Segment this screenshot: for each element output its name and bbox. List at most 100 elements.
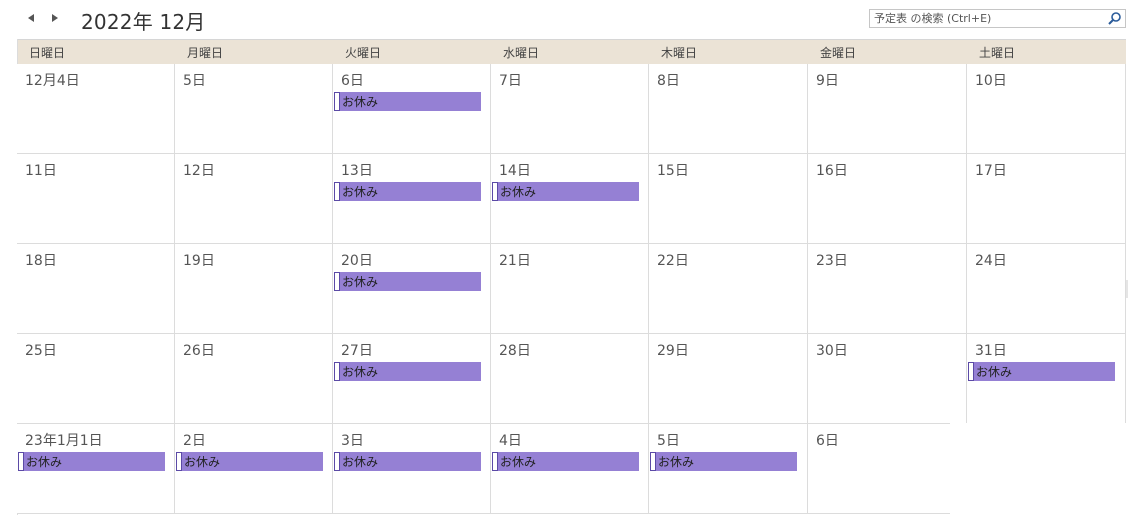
- weekday-label: 日曜日: [29, 46, 66, 60]
- calendar-day-cell[interactable]: 23日: [808, 244, 967, 334]
- day-number: 25日: [25, 343, 57, 359]
- calendar-day-cell[interactable]: 2日お休み: [175, 424, 333, 514]
- event-item[interactable]: お休み: [18, 452, 165, 471]
- day-number: 5日: [183, 73, 206, 89]
- calendar-day-cell[interactable]: 4日 お休み: [491, 424, 649, 514]
- day-number: 18日: [25, 253, 57, 269]
- event-title: お休み: [342, 95, 379, 109]
- day-number: 15日: [657, 163, 689, 179]
- event-item[interactable]: お休み: [334, 272, 481, 291]
- calendar-day-cell[interactable]: 21日: [491, 244, 649, 334]
- next-month-button[interactable]: [48, 10, 62, 26]
- calendar-day-cell[interactable]: 18日: [17, 244, 175, 334]
- calendar-day-cell[interactable]: 24日: [967, 244, 1126, 334]
- calendar-day-cell[interactable]: 25日: [17, 334, 175, 424]
- event-status-marker: [18, 452, 24, 471]
- day-number: 24日: [975, 253, 1007, 269]
- calendar-day-cell[interactable]: 12日: [175, 154, 333, 244]
- day-number: 8日: [657, 73, 680, 89]
- blank-area: [950, 423, 1128, 518]
- event-status-marker: [334, 92, 340, 111]
- calendar-day-cell[interactable]: 29日: [649, 334, 808, 424]
- event-title: お休み: [342, 275, 379, 289]
- calendar-day-cell[interactable]: 5日: [175, 64, 333, 154]
- weekday-label: 木曜日: [661, 46, 698, 60]
- day-number: 30日: [816, 343, 848, 359]
- triangle-left-icon: [28, 14, 34, 22]
- event-title: お休み: [342, 455, 379, 469]
- event-title: お休み: [976, 365, 1013, 379]
- event-status-marker: [492, 452, 498, 471]
- day-number: 22日: [657, 253, 689, 269]
- event-item[interactable]: お休み: [176, 452, 323, 471]
- calendar-search-box[interactable]: [869, 9, 1126, 28]
- month-grid: 12月4日 5日 6日 お休み 7日 8日 9日 10日 11日 12日 13日 お休み 14日 お休み 1…: [17, 64, 1126, 515]
- day-number: 13日: [341, 163, 373, 179]
- calendar-day-cell[interactable]: 6日: [808, 424, 967, 514]
- day-number: 14日: [499, 163, 531, 179]
- day-number: 16日: [816, 163, 848, 179]
- prev-month-button[interactable]: [24, 10, 38, 26]
- calendar-day-cell[interactable]: 27日 お休み: [333, 334, 491, 424]
- calendar-day-cell[interactable]: 30日: [808, 334, 967, 424]
- calendar-day-cell[interactable]: 14日お休み: [491, 154, 649, 244]
- event-title: お休み: [500, 185, 537, 199]
- calendar-day-cell[interactable]: 3日お休み: [333, 424, 491, 514]
- calendar-day-cell[interactable]: 19日: [175, 244, 333, 334]
- day-number: 19日: [183, 253, 215, 269]
- calendar-day-cell[interactable]: 9日: [808, 64, 967, 154]
- event-title: お休み: [184, 455, 221, 469]
- calendar-day-cell[interactable]: 13日お休み: [333, 154, 491, 244]
- event-title: お休み: [342, 185, 379, 199]
- weekday-label: 水曜日: [503, 46, 540, 60]
- calendar-day-cell[interactable]: 16日: [808, 154, 967, 244]
- event-status-marker: [968, 362, 974, 381]
- magnifier-icon[interactable]: [1107, 11, 1122, 26]
- event-item[interactable]: お休み: [334, 452, 481, 471]
- calendar-day-cell[interactable]: 12月4日: [17, 64, 175, 154]
- event-item[interactable]: お休み: [492, 452, 639, 471]
- calendar-search-input[interactable]: [874, 11, 1102, 26]
- day-number: 11日: [25, 163, 57, 179]
- weekday-label: 土曜日: [979, 46, 1016, 60]
- day-number: 2日: [183, 433, 206, 449]
- calendar-day-cell[interactable]: 26日: [175, 334, 333, 424]
- event-item[interactable]: お休み: [650, 452, 797, 471]
- calendar-day-cell[interactable]: 28日: [491, 334, 649, 424]
- event-item[interactable]: お休み: [968, 362, 1115, 381]
- calendar-day-cell[interactable]: 23年1月1日 お休み: [17, 424, 175, 514]
- event-item[interactable]: お休み: [334, 92, 481, 111]
- event-status-marker: [176, 452, 182, 471]
- scroll-indicator[interactable]: [1126, 280, 1128, 298]
- event-item[interactable]: お休み: [334, 182, 481, 201]
- day-number: 21日: [499, 253, 531, 269]
- calendar-day-cell[interactable]: 10日: [967, 64, 1126, 154]
- calendar-day-cell[interactable]: 15日: [649, 154, 808, 244]
- event-status-marker: [492, 182, 498, 201]
- calendar-day-cell[interactable]: 7日: [491, 64, 649, 154]
- calendar-day-cell[interactable]: 17日: [967, 154, 1126, 244]
- event-title: お休み: [500, 455, 537, 469]
- event-title: お休み: [26, 455, 63, 469]
- weekday-label: 金曜日: [820, 46, 857, 60]
- event-status-marker: [334, 452, 340, 471]
- calendar-day-cell[interactable]: 31日お休み: [967, 334, 1126, 424]
- calendar-day-cell[interactable]: 5日 お休み: [649, 424, 808, 514]
- calendar-day-cell[interactable]: 20日お休み: [333, 244, 491, 334]
- event-status-marker: [334, 362, 340, 381]
- day-number: 6日: [816, 433, 839, 449]
- event-item[interactable]: お休み: [334, 362, 481, 381]
- day-number: 3日: [341, 433, 364, 449]
- day-number: 7日: [499, 73, 522, 89]
- calendar-day-cell[interactable]: 6日 お休み: [333, 64, 491, 154]
- calendar-day-cell[interactable]: 8日: [649, 64, 808, 154]
- day-number: 31日: [975, 343, 1007, 359]
- weekday-label: 火曜日: [345, 46, 382, 60]
- event-item[interactable]: お休み: [492, 182, 639, 201]
- calendar-day-cell[interactable]: 11日: [17, 154, 175, 244]
- day-number: 12月4日: [25, 73, 80, 89]
- calendar-day-cell[interactable]: 22日: [649, 244, 808, 334]
- day-number: 23年1月1日: [25, 433, 103, 449]
- month-title: 2022年 12月: [81, 10, 206, 34]
- day-number: 20日: [341, 253, 373, 269]
